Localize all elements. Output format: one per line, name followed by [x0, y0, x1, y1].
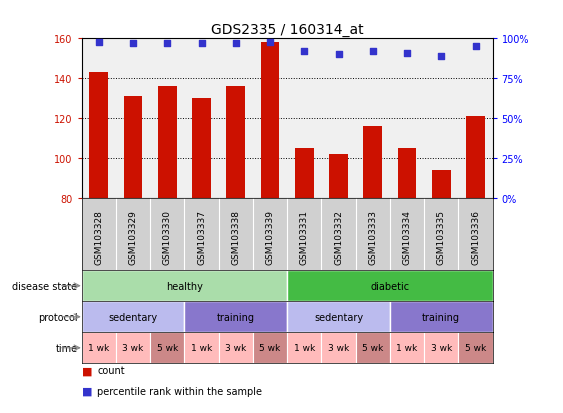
- Bar: [466, 117, 485, 198]
- Bar: [150, 332, 185, 363]
- Bar: [82, 332, 116, 363]
- Bar: [432, 171, 450, 198]
- Bar: [90, 73, 108, 198]
- Point: [403, 50, 412, 57]
- Point: [300, 49, 309, 55]
- Text: 3 wk: 3 wk: [225, 344, 247, 352]
- Bar: [253, 332, 287, 363]
- Point: [94, 39, 103, 46]
- Text: 5 wk: 5 wk: [157, 344, 178, 352]
- Text: 3 wk: 3 wk: [122, 344, 144, 352]
- Bar: [295, 149, 314, 198]
- Text: 1 wk: 1 wk: [88, 344, 109, 352]
- Text: 5 wk: 5 wk: [362, 344, 383, 352]
- Text: 3 wk: 3 wk: [431, 344, 452, 352]
- Bar: [218, 332, 253, 363]
- Text: time: time: [55, 343, 78, 353]
- Text: GSM103329: GSM103329: [128, 210, 137, 265]
- Point: [163, 41, 172, 47]
- Bar: [82, 301, 185, 332]
- Text: count: count: [97, 366, 125, 375]
- Text: 5 wk: 5 wk: [465, 344, 486, 352]
- Bar: [390, 301, 493, 332]
- Bar: [363, 127, 382, 198]
- Text: GSM103336: GSM103336: [471, 210, 480, 265]
- Bar: [82, 271, 287, 301]
- Text: sedentary: sedentary: [109, 312, 158, 322]
- Point: [197, 41, 206, 47]
- Text: 1 wk: 1 wk: [191, 344, 212, 352]
- Text: 1 wk: 1 wk: [396, 344, 418, 352]
- Text: disease state: disease state: [12, 281, 78, 291]
- Bar: [287, 301, 390, 332]
- Text: training: training: [422, 312, 460, 322]
- Point: [368, 49, 377, 55]
- Text: ■: ■: [82, 366, 92, 375]
- Bar: [261, 43, 279, 198]
- Point: [437, 53, 446, 60]
- Bar: [390, 332, 424, 363]
- Point: [128, 41, 137, 47]
- Text: ■: ■: [82, 386, 92, 396]
- Bar: [226, 87, 245, 198]
- Text: 1 wk: 1 wk: [294, 344, 315, 352]
- Text: GSM103332: GSM103332: [334, 210, 343, 265]
- Text: training: training: [217, 312, 254, 322]
- Bar: [397, 149, 417, 198]
- Text: GSM103333: GSM103333: [368, 210, 377, 265]
- Bar: [424, 332, 458, 363]
- Text: GSM103337: GSM103337: [197, 210, 206, 265]
- Bar: [192, 99, 211, 198]
- Text: 3 wk: 3 wk: [328, 344, 349, 352]
- Text: GSM103328: GSM103328: [94, 210, 103, 265]
- Bar: [329, 154, 348, 198]
- Point: [334, 52, 343, 58]
- Text: diabetic: diabetic: [370, 281, 409, 291]
- Text: sedentary: sedentary: [314, 312, 363, 322]
- Text: healthy: healthy: [166, 281, 203, 291]
- Point: [471, 44, 480, 50]
- Point: [231, 41, 240, 47]
- Bar: [287, 332, 321, 363]
- Bar: [185, 301, 287, 332]
- Bar: [116, 332, 150, 363]
- Title: GDS2335 / 160314_at: GDS2335 / 160314_at: [211, 23, 364, 37]
- Bar: [356, 332, 390, 363]
- Bar: [158, 87, 177, 198]
- Bar: [287, 271, 493, 301]
- Text: GSM103339: GSM103339: [266, 210, 275, 265]
- Text: GSM103331: GSM103331: [300, 210, 309, 265]
- Bar: [458, 332, 493, 363]
- Text: GSM103335: GSM103335: [437, 210, 446, 265]
- Point: [266, 39, 275, 46]
- Text: GSM103330: GSM103330: [163, 210, 172, 265]
- Bar: [185, 332, 218, 363]
- Text: protocol: protocol: [38, 312, 78, 322]
- Text: percentile rank within the sample: percentile rank within the sample: [97, 386, 262, 396]
- Bar: [124, 97, 142, 198]
- Text: GSM103338: GSM103338: [231, 210, 240, 265]
- Bar: [321, 332, 356, 363]
- Text: GSM103334: GSM103334: [403, 210, 412, 265]
- Text: 5 wk: 5 wk: [260, 344, 280, 352]
